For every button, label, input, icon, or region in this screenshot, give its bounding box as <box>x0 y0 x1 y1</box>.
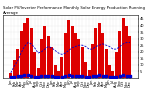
Point <box>37 76 39 78</box>
Bar <box>105 49 108 78</box>
Bar <box>81 46 84 78</box>
Bar <box>67 20 70 78</box>
Point <box>27 74 29 76</box>
Bar <box>122 18 125 78</box>
Point <box>115 76 118 77</box>
Bar <box>20 31 23 78</box>
Point <box>23 75 26 76</box>
Point <box>44 75 46 76</box>
Point <box>71 75 73 76</box>
Bar <box>54 65 57 78</box>
Point <box>112 76 114 78</box>
Point <box>13 76 16 78</box>
Point <box>50 76 53 77</box>
Bar <box>57 71 60 78</box>
Bar <box>125 26 128 78</box>
Point <box>40 75 43 77</box>
Bar <box>74 33 77 78</box>
Bar <box>40 39 43 78</box>
Bar <box>26 18 29 78</box>
Point <box>74 75 77 77</box>
Point <box>95 75 97 76</box>
Bar <box>77 39 80 78</box>
Bar <box>118 31 121 78</box>
Point <box>64 75 67 77</box>
Text: Solar PV/Inverter Performance Monthly Solar Energy Production Running Average: Solar PV/Inverter Performance Monthly So… <box>3 6 145 15</box>
Point <box>101 75 104 77</box>
Bar <box>13 60 16 78</box>
Bar <box>111 71 114 78</box>
Point <box>57 76 60 78</box>
Point <box>129 75 131 77</box>
Bar <box>36 68 40 78</box>
Bar <box>33 52 36 78</box>
Bar <box>43 26 46 78</box>
Bar <box>9 73 12 78</box>
Point <box>91 75 94 77</box>
Point <box>88 76 90 78</box>
Bar <box>64 33 67 78</box>
Point <box>54 76 56 78</box>
Bar <box>98 23 101 78</box>
Point <box>122 74 124 76</box>
Point <box>105 76 107 77</box>
Point <box>125 75 128 76</box>
Bar <box>30 28 33 78</box>
Bar <box>23 23 26 78</box>
Point <box>98 75 101 76</box>
Bar <box>88 70 91 78</box>
Point <box>47 75 50 77</box>
Point <box>10 77 12 78</box>
Point <box>84 76 87 78</box>
Point <box>20 75 22 76</box>
Bar <box>94 28 97 78</box>
Point <box>16 76 19 77</box>
Bar <box>71 26 74 78</box>
Point <box>33 76 36 77</box>
Point <box>30 75 32 76</box>
Bar <box>128 36 132 78</box>
Point <box>61 76 63 78</box>
Point <box>81 76 84 77</box>
Bar <box>115 52 118 78</box>
Bar <box>47 36 50 78</box>
Bar <box>108 65 111 78</box>
Bar <box>60 57 63 78</box>
Bar <box>91 44 94 78</box>
Bar <box>84 62 87 78</box>
Bar <box>101 33 104 78</box>
Point <box>78 75 80 77</box>
Point <box>108 76 111 78</box>
Point <box>118 75 121 76</box>
Bar <box>50 46 53 78</box>
Bar <box>16 49 19 78</box>
Point <box>67 74 70 76</box>
